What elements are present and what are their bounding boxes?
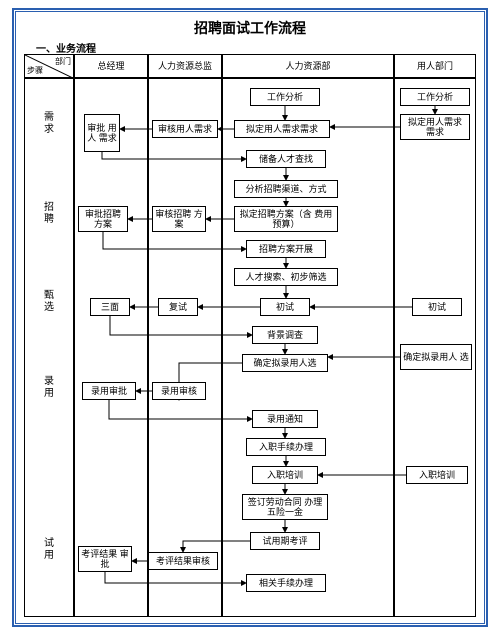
swimlane-gm (74, 78, 148, 617)
corner-bottom: 步骤 (27, 65, 43, 76)
node-n2: 工作分析 (400, 88, 470, 106)
node-n24: 入职手续办理 (246, 438, 326, 456)
node-n30: 试用期考评 (250, 532, 320, 550)
node-n12: 招聘方案开展 (246, 240, 326, 258)
node-n19: 确定拟录用人选 (242, 354, 328, 372)
section-label: 一、业务流程 (36, 40, 96, 55)
node-n27: 签订劳动合同 办理五险一金 (242, 494, 328, 520)
node-n22: 录用审核 (152, 382, 206, 400)
node-n6: 拟定用人需求 需求 (400, 114, 470, 140)
node-n13: 人才搜索、初步筛选 (234, 268, 338, 286)
node-n26: 入职培训 (406, 466, 468, 484)
page-title: 招聘面试工作流程 (0, 18, 500, 38)
page-frame: 招聘面试工作流程 一、业务流程 部门步骤总经理人力资源总监人力资源部用人部门需 … (0, 0, 500, 635)
node-n31: 相关手续办理 (246, 574, 326, 592)
node-n25: 入职培训 (252, 466, 318, 484)
swimlane-hrd (148, 78, 222, 617)
node-n14: 三面 (90, 298, 130, 316)
node-n4: 审核用人需求 (152, 120, 218, 138)
node-n8: 分析招聘渠道、方式 (234, 180, 338, 198)
step-label-1: 招 聘 (40, 202, 58, 226)
step-label-0: 需 求 (40, 112, 58, 136)
node-n16: 初试 (260, 298, 310, 316)
node-n9: 审批招聘 方案 (78, 206, 128, 232)
node-n20: 确定拟录用人 选 (400, 344, 472, 370)
node-n21: 录用审批 (82, 382, 136, 400)
corner-cell: 部门步骤 (24, 54, 74, 78)
node-n28: 考评结果 审批 (78, 546, 132, 572)
node-n17: 初试 (412, 298, 462, 316)
node-n10: 审核招聘 方案 (152, 206, 206, 232)
node-n29: 考评结果审核 (148, 552, 218, 570)
node-n5: 拟定用人需求需求 (234, 120, 330, 138)
step-label-4: 试 用 (40, 538, 58, 562)
corner-top: 部门 (55, 56, 71, 67)
col-header-dept: 用人部门 (394, 54, 476, 78)
node-n23: 录用通知 (252, 410, 318, 428)
node-n7: 储备人才查找 (246, 150, 326, 168)
node-n15: 复试 (158, 298, 198, 316)
col-header-hrd: 人力资源总监 (148, 54, 222, 78)
step-column (24, 78, 74, 617)
node-n11: 拟定招聘方案（含 费用预算） (234, 206, 338, 232)
step-label-2: 甄 选 (40, 290, 58, 314)
node-n18: 背景调查 (252, 326, 318, 344)
col-header-hr: 人力资源部 (222, 54, 394, 78)
col-header-gm: 总经理 (74, 54, 148, 78)
flowchart-canvas: 部门步骤总经理人力资源总监人力资源部用人部门需 求招 聘甄 选录 用试 用工作分… (24, 54, 476, 617)
step-label-3: 录 用 (40, 376, 58, 400)
node-n1: 工作分析 (250, 88, 320, 106)
node-n3: 审批 用人 需求 (84, 114, 120, 152)
